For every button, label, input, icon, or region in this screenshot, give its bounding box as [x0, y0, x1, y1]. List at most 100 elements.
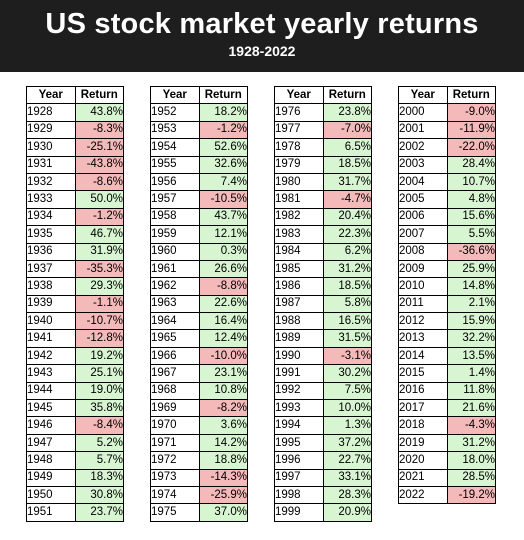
table-row: 1943 25.1%: [26, 364, 124, 383]
positive-return-cell: 31.2%: [322, 259, 372, 279]
positive-return-cell: 2.1%: [446, 294, 496, 314]
year-cell: 2011: [398, 294, 448, 314]
positive-return-cell: 5.2%: [74, 433, 124, 453]
table-row: 1938 29.3%: [26, 277, 124, 296]
year-cell: 1953: [150, 120, 200, 140]
table-row: 2009 25.9%: [398, 259, 496, 279]
year-cell: 1935: [26, 225, 76, 244]
table-row: 1930 -25.1%: [26, 138, 124, 157]
negative-return-cell: -4.3%: [446, 416, 496, 435]
positive-return-cell: 6.5%: [322, 138, 372, 157]
negative-return-cell: -8.2%: [198, 399, 248, 418]
positive-return-cell: 5.5%: [446, 225, 496, 244]
year-cell: 2013: [398, 329, 448, 348]
positive-return-cell: 37.0%: [198, 503, 248, 522]
table-row: 1999 20.9%: [274, 503, 372, 522]
year-cell: 1974: [150, 485, 200, 505]
table-row: 2005 4.8%: [398, 190, 496, 209]
positive-return-cell: 20.9%: [322, 503, 372, 522]
positive-return-cell: 26.6%: [198, 259, 248, 279]
year-cell: 1975: [150, 503, 200, 522]
table-row: 1945 35.8%: [26, 399, 124, 418]
table-row: 2016 11.8%: [398, 381, 496, 401]
negative-return-cell: -7.0%: [322, 120, 372, 140]
year-cell: 1961: [150, 259, 200, 279]
positive-return-cell: 35.8%: [74, 399, 124, 418]
year-cell: 1969: [150, 399, 200, 418]
table-row: 1973 -14.3%: [150, 468, 248, 487]
year-cell: 1949: [26, 468, 76, 487]
year-cell: 1942: [26, 346, 76, 366]
return-column-header: Return: [74, 85, 124, 105]
year-cell: 1976: [274, 103, 324, 122]
table-row: 1979 18.5%: [274, 155, 372, 174]
positive-return-cell: 31.5%: [322, 329, 372, 348]
page-title: US stock market yearly returns: [45, 8, 479, 40]
year-cell: 2003: [398, 155, 448, 174]
table-row: 1980 31.7%: [274, 172, 372, 192]
year-cell: 1929: [26, 120, 76, 140]
table-row: 1949 18.3%: [26, 468, 124, 487]
table-row: 1944 19.0%: [26, 381, 124, 401]
year-cell: 2018: [398, 416, 448, 435]
year-cell: 2007: [398, 225, 448, 244]
negative-return-cell: -35.3%: [74, 259, 124, 279]
negative-return-cell: -8.4%: [74, 416, 124, 435]
table-row: 2013 32.2%: [398, 329, 496, 348]
returns-table-3: Year Return 1976 23.8% 1977 -7.0% 1978 6.5% 19…: [274, 85, 372, 522]
year-cell: 1950: [26, 485, 76, 505]
table-row: 1940 -10.7%: [26, 312, 124, 331]
positive-return-cell: 50.0%: [74, 190, 124, 209]
year-cell: 2014: [398, 346, 448, 366]
table-row: 2018 -4.3%: [398, 416, 496, 435]
year-cell: 1981: [274, 190, 324, 209]
year-cell: 1980: [274, 172, 324, 192]
negative-return-cell: -10.7%: [74, 312, 124, 331]
negative-return-cell: -14.3%: [198, 468, 248, 487]
positive-return-cell: 7.5%: [322, 381, 372, 401]
negative-return-cell: -3.1%: [322, 346, 372, 366]
year-cell: 1946: [26, 416, 76, 435]
table-header-row: Year Return: [398, 85, 496, 105]
positive-return-cell: 31.7%: [322, 172, 372, 192]
year-cell: 1955: [150, 155, 200, 174]
positive-return-cell: 25.9%: [446, 259, 496, 279]
positive-return-cell: 52.6%: [198, 138, 248, 157]
year-cell: 2008: [398, 242, 448, 261]
table-row: 1937 -35.3%: [26, 259, 124, 279]
positive-return-cell: 31.9%: [74, 242, 124, 261]
negative-return-cell: -11.9%: [446, 120, 496, 140]
table-row: 1955 32.6%: [150, 155, 248, 174]
year-cell: 1993: [274, 399, 324, 418]
year-cell: 2010: [398, 277, 448, 296]
table-row: 1963 22.6%: [150, 294, 248, 314]
positive-return-cell: 14.8%: [446, 277, 496, 296]
year-cell: 1994: [274, 416, 324, 435]
table-row: 1933 50.0%: [26, 190, 124, 209]
positive-return-cell: 19.0%: [74, 381, 124, 401]
positive-return-cell: 23.1%: [198, 364, 248, 383]
year-cell: 1996: [274, 451, 324, 470]
year-cell: 1970: [150, 416, 200, 435]
year-cell: 1938: [26, 277, 76, 296]
positive-return-cell: 20.4%: [322, 207, 372, 227]
negative-return-cell: -8.8%: [198, 277, 248, 296]
positive-return-cell: 10.8%: [198, 381, 248, 401]
year-cell: 1951: [26, 503, 76, 522]
positive-return-cell: 15.9%: [446, 312, 496, 331]
positive-return-cell: 16.5%: [322, 312, 372, 331]
negative-return-cell: -4.7%: [322, 190, 372, 209]
table-row: 2003 28.4%: [398, 155, 496, 174]
table-row: 1998 28.3%: [274, 485, 372, 505]
positive-return-cell: 28.3%: [322, 485, 372, 505]
title-banner: US stock market yearly returns 1928-2022: [0, 0, 524, 72]
table-row: 1991 30.2%: [274, 364, 372, 383]
negative-return-cell: -25.9%: [198, 485, 248, 505]
year-column-header: Year: [150, 85, 200, 105]
table-row: 1988 16.5%: [274, 312, 372, 331]
year-column-header: Year: [26, 85, 76, 105]
positive-return-cell: 30.2%: [322, 364, 372, 383]
table-row: 1987 5.8%: [274, 294, 372, 314]
positive-return-cell: 28.5%: [446, 468, 496, 487]
negative-return-cell: -36.6%: [446, 242, 496, 261]
